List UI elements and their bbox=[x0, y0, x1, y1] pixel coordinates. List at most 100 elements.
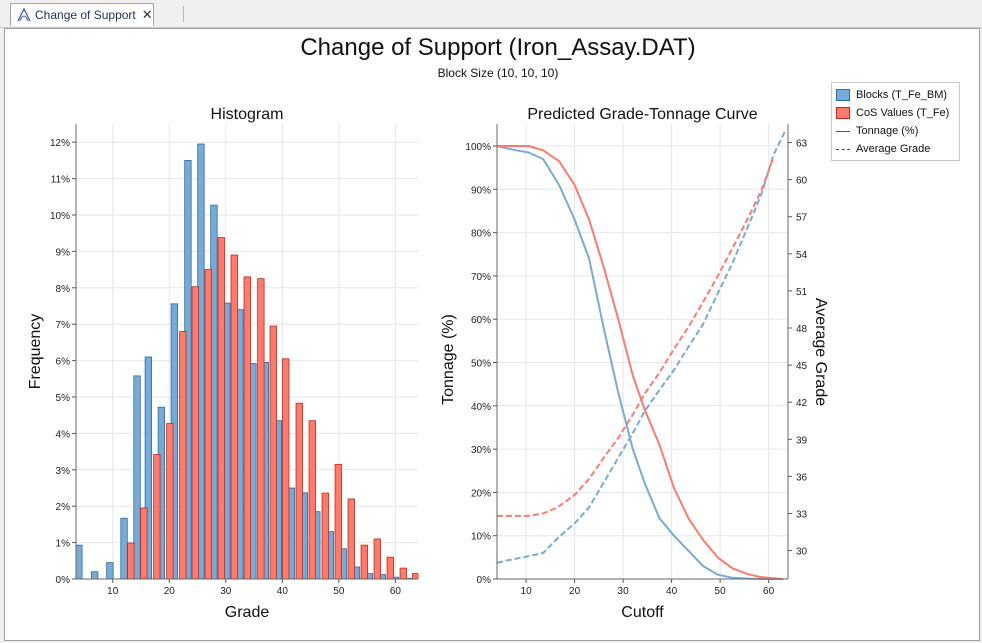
histogram-bar bbox=[360, 544, 368, 580]
histogram-x-tick-label: 40 bbox=[277, 586, 289, 597]
gt-y2-tick-label: 51 bbox=[796, 287, 808, 298]
gt-y-tick-label: 60% bbox=[471, 315, 491, 326]
gt-plot-area bbox=[497, 124, 788, 579]
legend-line-dashed bbox=[836, 148, 850, 150]
gt-y2-tick-label: 63 bbox=[796, 139, 808, 150]
legend-label-cos: CoS Values (T_Fe) bbox=[856, 107, 950, 119]
histogram-y-tick-label: 7% bbox=[56, 320, 71, 331]
histogram-y-tick-label: 12% bbox=[50, 138, 70, 149]
gt-x-tick-label: 30 bbox=[618, 586, 630, 597]
histogram-bar bbox=[399, 567, 407, 580]
histogram-bar bbox=[334, 463, 342, 580]
gt-y-tick-label: 50% bbox=[471, 359, 491, 370]
chart-icon bbox=[17, 7, 31, 22]
gt-x-label: Cutoff bbox=[621, 604, 664, 621]
histogram-bar bbox=[140, 507, 148, 580]
legend-item-avg: Average Grade bbox=[836, 142, 930, 156]
gt-y-tick-label: 90% bbox=[471, 185, 491, 196]
histogram-bar bbox=[133, 375, 141, 580]
gt-y2-tick-label: 36 bbox=[796, 472, 808, 483]
histogram-y-tick-label: 2% bbox=[56, 502, 71, 513]
legend: Blocks (T_Fe_BM) CoS Values (T_Fe) Tonna… bbox=[831, 82, 960, 161]
gt-x-tick-label: 20 bbox=[569, 586, 581, 597]
gt-y-tick-label: 70% bbox=[471, 272, 491, 283]
histogram-bar bbox=[191, 286, 199, 580]
histogram-x-label: Grade bbox=[225, 604, 270, 621]
histogram-y-tick-label: 4% bbox=[56, 429, 71, 440]
legend-swatch-blocks bbox=[836, 89, 850, 101]
gt-y2-tick-label: 60 bbox=[796, 176, 808, 187]
histogram-y-tick-label: 11% bbox=[51, 175, 70, 186]
histogram-bar bbox=[91, 571, 99, 580]
histogram-bar bbox=[373, 538, 381, 580]
histogram-bar bbox=[347, 498, 355, 580]
gt-y-tick-label: 100% bbox=[465, 142, 491, 153]
histogram-y-tick-label: 9% bbox=[56, 247, 71, 258]
histogram-bar bbox=[295, 402, 303, 580]
tab-label: Change of Support bbox=[35, 8, 136, 22]
gt-x-tick-label: 60 bbox=[763, 586, 775, 597]
histogram-y-tick-label: 8% bbox=[56, 284, 71, 295]
histogram-bar bbox=[106, 562, 114, 580]
histogram-y-label: Frequency bbox=[27, 314, 44, 390]
gt-series-line bbox=[497, 145, 784, 580]
histogram-bar bbox=[282, 358, 290, 580]
histogram-bar bbox=[166, 423, 174, 580]
gt-series-line bbox=[497, 157, 775, 517]
histogram-x-tick-label: 50 bbox=[333, 586, 345, 597]
histogram-y-tick-label: 5% bbox=[56, 393, 71, 404]
page-title: Change of Support (Iron_Assay.DAT) bbox=[300, 34, 696, 61]
gt-y-tick-label: 10% bbox=[471, 532, 491, 543]
legend-line-solid bbox=[836, 130, 850, 132]
gt-y2-tick-label: 42 bbox=[796, 398, 808, 409]
histogram-x-tick-label: 60 bbox=[390, 586, 402, 597]
histogram-bar bbox=[153, 454, 161, 580]
tab-bar: Change of Support ✕ bbox=[0, 0, 982, 28]
histogram-bar bbox=[269, 325, 277, 580]
histogram-bar bbox=[204, 269, 212, 580]
gt-series-line bbox=[496, 129, 787, 564]
gt-y2-tick-label: 54 bbox=[796, 250, 808, 261]
gt-y-tick-label: 20% bbox=[471, 488, 491, 499]
legend-swatch-cos bbox=[836, 107, 850, 119]
histogram-bar bbox=[321, 492, 329, 580]
legend-item-tonnage: Tonnage (%) bbox=[836, 124, 918, 138]
histogram-bar bbox=[412, 573, 419, 580]
histogram-bar bbox=[127, 542, 135, 580]
gt-y2-tick-label: 30 bbox=[796, 547, 808, 558]
histogram-bar bbox=[308, 420, 316, 580]
legend-item-blocks: Blocks (T_Fe_BM) bbox=[836, 88, 947, 102]
gt-y-tick-label: 30% bbox=[471, 445, 491, 456]
histogram-x-tick-label: 10 bbox=[107, 586, 119, 597]
histogram-bar bbox=[230, 254, 238, 580]
histogram-y-tick-label: 3% bbox=[56, 466, 71, 477]
gt-x-tick-label: 40 bbox=[666, 586, 678, 597]
histogram-y-tick-label: 1% bbox=[56, 539, 71, 550]
histogram-x-tick-label: 30 bbox=[220, 586, 232, 597]
histogram-x-tick-label: 20 bbox=[164, 586, 176, 597]
gt-y2-tick-label: 48 bbox=[796, 324, 808, 335]
histogram-bar bbox=[217, 237, 225, 580]
histogram-title: Histogram bbox=[211, 106, 284, 123]
legend-item-cos: CoS Values (T_Fe) bbox=[836, 106, 949, 120]
gt-y2-label: Average Grade bbox=[812, 298, 829, 406]
histogram-bar bbox=[75, 544, 83, 580]
gt-x-tick-label: 50 bbox=[715, 586, 727, 597]
legend-label-tonnage: Tonnage (%) bbox=[856, 125, 919, 137]
gt-y-tick-label: 40% bbox=[471, 402, 491, 413]
tab-change-of-support[interactable]: Change of Support ✕ bbox=[10, 3, 154, 26]
gt-x-tick-label: 10 bbox=[521, 586, 533, 597]
histogram-y-tick-label: 10% bbox=[50, 211, 70, 222]
gt-y2-tick-label: 33 bbox=[796, 509, 808, 520]
legend-label-avg: Average Grade bbox=[856, 143, 931, 155]
gt-y-label: Tonnage (%) bbox=[440, 314, 457, 405]
gt-y-tick-label: 0% bbox=[477, 575, 492, 586]
gt-title: Predicted Grade-Tonnage Curve bbox=[527, 106, 757, 123]
tab-separator bbox=[183, 6, 184, 22]
histogram-bar bbox=[179, 331, 187, 580]
histogram-y-tick-label: 0% bbox=[56, 575, 71, 586]
gt-y-tick-label: 80% bbox=[471, 229, 491, 240]
histogram-bar bbox=[243, 276, 251, 580]
close-icon[interactable]: ✕ bbox=[141, 7, 153, 22]
